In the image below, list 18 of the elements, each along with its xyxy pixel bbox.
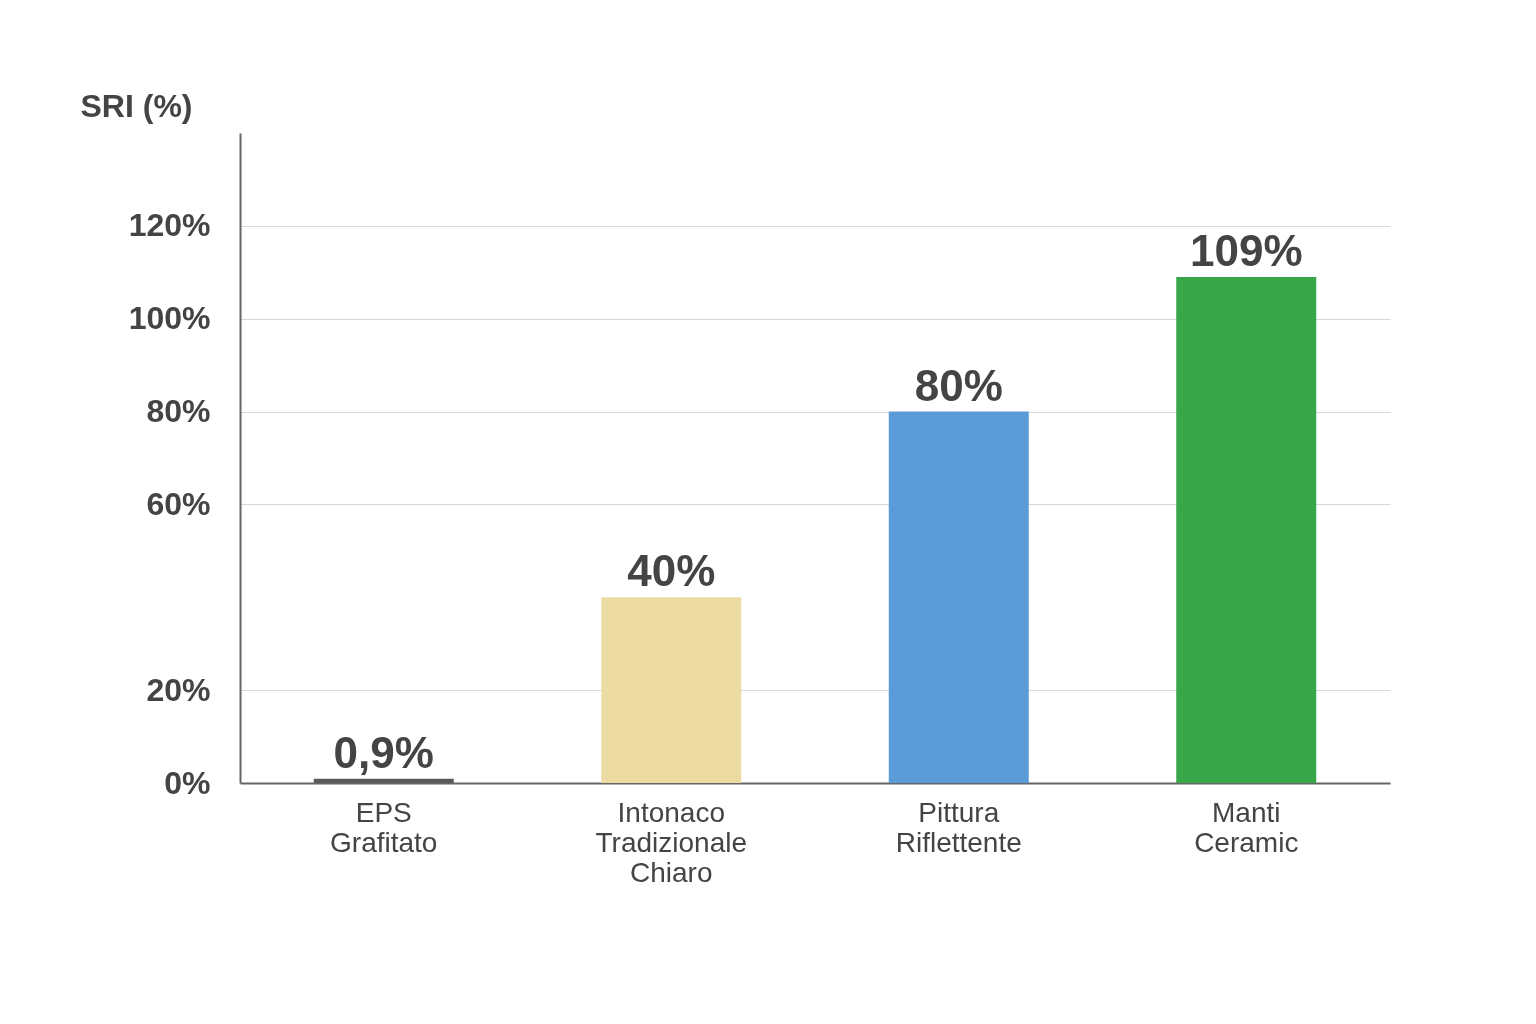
- y-tick-label: 60%: [146, 485, 211, 522]
- bar: [1176, 276, 1317, 783]
- y-tick-label: 80%: [146, 393, 211, 430]
- x-tick-label: EPS Grafitato: [330, 796, 438, 858]
- data-label: 80%: [914, 360, 1003, 410]
- bar: [888, 411, 1029, 783]
- x-tick-label: Manti Ceramic: [1194, 796, 1299, 858]
- data-label: 0,9%: [333, 727, 434, 777]
- data-label: 40%: [627, 546, 716, 596]
- x-tick-label: Intonaco Tradizionale Chiaro: [595, 796, 747, 888]
- y-tick-label: 100%: [128, 300, 211, 337]
- y-tick-label: 120%: [128, 207, 211, 244]
- y-tick-label: 0%: [164, 764, 211, 801]
- bar: [601, 597, 742, 783]
- y-axis-title: SRI (%): [80, 87, 193, 124]
- x-tick-label: Pittura Riflettente: [895, 796, 1022, 858]
- y-tick-label: 20%: [146, 671, 211, 708]
- data-label: 109%: [1189, 225, 1303, 275]
